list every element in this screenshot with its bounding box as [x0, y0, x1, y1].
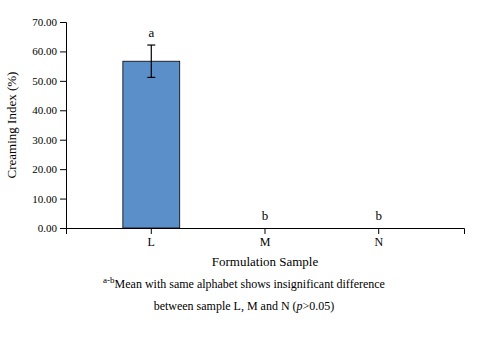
- y-tick-label: 40.00: [32, 104, 57, 116]
- y-tick: 30.00: [32, 134, 66, 146]
- x-tick: N: [374, 228, 383, 249]
- significance-labels: a b b: [148, 25, 382, 223]
- footnote-mark: a-b: [103, 275, 115, 285]
- y-tick-label: 20.00: [32, 163, 57, 175]
- x-tick: M: [260, 228, 271, 249]
- y-tick: 10.00: [32, 193, 66, 205]
- x-tick-label: M: [260, 235, 271, 249]
- x-tick-mark: [378, 228, 379, 234]
- y-tick-label: 0.00: [38, 222, 58, 234]
- y-tick-label: 30.00: [32, 134, 57, 146]
- significance-label: a: [148, 25, 154, 40]
- y-tick-label: 50.00: [32, 75, 57, 87]
- y-tick-mark: [60, 51, 66, 52]
- x-tick: L: [148, 228, 155, 249]
- chart: 0.00 10.00 20.00 30.00 40.00 50.00 60.00 70.00 L…: [0, 0, 488, 340]
- y-tick: 20.00: [32, 163, 66, 175]
- x-axis: L M N: [67, 228, 465, 249]
- x-axis-line: [67, 229, 465, 235]
- y-tick-label: 10.00: [32, 193, 57, 205]
- y-axis-line: [60, 23, 67, 229]
- y-tick: 40.00: [32, 104, 66, 116]
- y-tick: 0.00: [38, 222, 66, 234]
- y-tick-label: 60.00: [32, 45, 57, 57]
- error-cap: [147, 77, 155, 78]
- y-tick-mark: [60, 228, 66, 229]
- x-tick-mark: [265, 228, 266, 234]
- error-cap: [147, 44, 155, 45]
- footnote: a-bMean with same alphabet shows insigni…: [103, 275, 385, 291]
- y-tick-mark: [60, 22, 66, 23]
- bar: [123, 61, 180, 228]
- y-axis: 0.00 10.00 20.00 30.00 40.00 50.00 60.00 70.00: [32, 16, 66, 234]
- bars: [123, 45, 180, 228]
- footnote: between sample L, M and N (p>0.05): [154, 299, 335, 313]
- y-tick-mark: [60, 81, 66, 82]
- bar: [350, 228, 407, 229]
- y-tick-mark: [60, 140, 66, 141]
- y-tick: 70.00: [32, 16, 66, 28]
- x-tick-label: N: [374, 235, 383, 249]
- footnote-text: p: [296, 299, 303, 313]
- y-tick: 50.00: [32, 75, 66, 87]
- plot: 0.00 10.00 20.00 30.00 40.00 50.00 60.00 70.00 L…: [32, 16, 464, 249]
- x-tick-mark: [151, 228, 152, 234]
- significance-label: b: [262, 208, 269, 223]
- y-tick: 60.00: [32, 45, 66, 57]
- footnote-text: >0.05): [303, 299, 335, 313]
- y-tick-mark: [60, 199, 66, 200]
- y-tick-mark: [60, 169, 66, 170]
- bar: [237, 228, 294, 229]
- y-tick-label: 70.00: [32, 16, 57, 28]
- significance-label: b: [375, 208, 382, 223]
- error-bar: [151, 45, 152, 77]
- y-axis-title: Creaming Index (%): [4, 72, 19, 179]
- footnote-text: Mean with same alphabet shows insignific…: [115, 277, 385, 291]
- x-tick-label: L: [148, 235, 155, 249]
- y-tick-mark: [60, 110, 66, 111]
- x-axis-title: Formulation Sample: [212, 254, 319, 269]
- footnote-text: between sample L, M and N (: [154, 299, 297, 313]
